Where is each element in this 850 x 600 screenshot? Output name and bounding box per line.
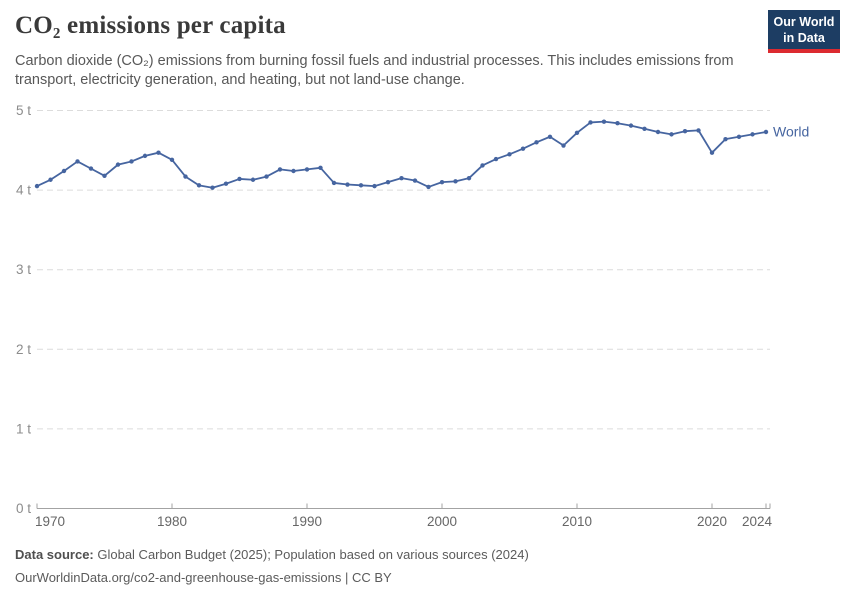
data-point[interactable] <box>196 183 202 188</box>
data-point[interactable] <box>466 175 472 181</box>
owid-logo-line1: Our World <box>773 14 835 29</box>
y-axis-tick-label: 1 t <box>16 421 31 436</box>
data-point[interactable] <box>682 128 688 134</box>
data-point[interactable] <box>169 157 175 163</box>
owid-logo-line2: in Data <box>783 30 825 45</box>
data-source-label: Data source: <box>15 547 94 562</box>
chart-subtitle: Carbon dioxide (CO₂) emissions from burn… <box>15 53 734 89</box>
data-point[interactable] <box>250 177 256 182</box>
data-point[interactable] <box>88 166 94 171</box>
data-point[interactable] <box>439 179 445 185</box>
y-axis-tick-label: 0 t <box>16 501 31 516</box>
data-point[interactable] <box>723 136 728 142</box>
data-point[interactable] <box>318 165 323 171</box>
chart-canvas: 0 t 1 t 2 t 3 t 4 t 5 t 1970 1980 1990 2000 2010 20… <box>16 103 809 529</box>
citation-line: OurWorldinData.org/co2-and-greenhouse-ga… <box>15 569 392 585</box>
data-point[interactable] <box>601 119 607 124</box>
y-axis-tick-label: 4 t <box>16 183 31 198</box>
data-point[interactable] <box>669 132 674 137</box>
data-point[interactable] <box>385 179 391 185</box>
data-point[interactable] <box>561 143 566 148</box>
data-point[interactable] <box>588 120 593 125</box>
data-point[interactable] <box>736 134 742 139</box>
y-axis-tick-label: 5 t <box>16 103 31 118</box>
data-point[interactable] <box>264 174 269 179</box>
data-point[interactable] <box>399 175 404 181</box>
data-point[interactable] <box>142 153 148 159</box>
y-axis-tick-label: 3 t <box>16 262 31 277</box>
x-axis-tick-label: 2024 <box>742 514 773 529</box>
data-point[interactable] <box>358 183 364 188</box>
data-point[interactable] <box>291 168 296 174</box>
data-point[interactable] <box>75 159 80 164</box>
data-point[interactable] <box>129 159 134 164</box>
data-point[interactable] <box>709 150 715 155</box>
data-point[interactable] <box>493 156 499 162</box>
data-point[interactable] <box>480 163 485 168</box>
data-point[interactable] <box>34 183 40 189</box>
data-point[interactable] <box>304 167 310 172</box>
data-point[interactable] <box>102 173 107 178</box>
data-point[interactable] <box>763 129 769 135</box>
x-axis-tick-label: 1990 <box>292 514 322 529</box>
data-point[interactable] <box>547 134 553 139</box>
data-source-text: Global Carbon Budget (2025); Population … <box>93 547 529 562</box>
data-point[interactable] <box>372 183 377 189</box>
chart-footer: Data source: Global Carbon Budget (2025)… <box>15 544 835 590</box>
x-axis-tick-label: 2010 <box>562 514 592 529</box>
x-axis-tick-label: 2020 <box>697 514 727 529</box>
data-point[interactable] <box>534 140 539 145</box>
x-axis-tick-label: 1980 <box>157 514 187 529</box>
data-point[interactable] <box>453 179 458 184</box>
data-point[interactable] <box>412 178 418 183</box>
data-point[interactable] <box>750 132 755 137</box>
data-point[interactable] <box>345 182 350 187</box>
data-point[interactable] <box>426 184 431 190</box>
data-point[interactable] <box>520 146 526 151</box>
series-label-world[interactable]: World <box>773 123 809 139</box>
chart-title: CO₂ emissions per capita <box>15 12 286 39</box>
data-source-line: Data source: Global Carbon Budget (2025)… <box>15 544 835 567</box>
data-point[interactable] <box>507 152 512 157</box>
data-point[interactable] <box>210 185 215 190</box>
data-point[interactable] <box>655 129 661 135</box>
data-point[interactable] <box>237 176 242 182</box>
x-axis-tick-label: 2000 <box>427 514 457 529</box>
data-point[interactable] <box>223 181 229 186</box>
data-point[interactable] <box>696 128 701 133</box>
owid-logo[interactable]: Our World in Data <box>768 10 840 53</box>
data-point[interactable] <box>615 121 620 126</box>
data-point[interactable] <box>331 180 337 186</box>
data-point[interactable] <box>48 177 53 182</box>
y-axis-tick-label: 2 t <box>16 342 31 357</box>
data-point[interactable] <box>115 162 121 167</box>
data-point[interactable] <box>642 126 647 132</box>
data-point[interactable] <box>277 167 283 172</box>
data-point[interactable] <box>183 174 188 179</box>
data-point[interactable] <box>628 123 634 128</box>
data-point[interactable] <box>61 168 67 174</box>
data-point[interactable] <box>156 150 161 155</box>
x-axis-tick-label: 1970 <box>35 514 65 529</box>
data-point[interactable] <box>574 130 580 135</box>
